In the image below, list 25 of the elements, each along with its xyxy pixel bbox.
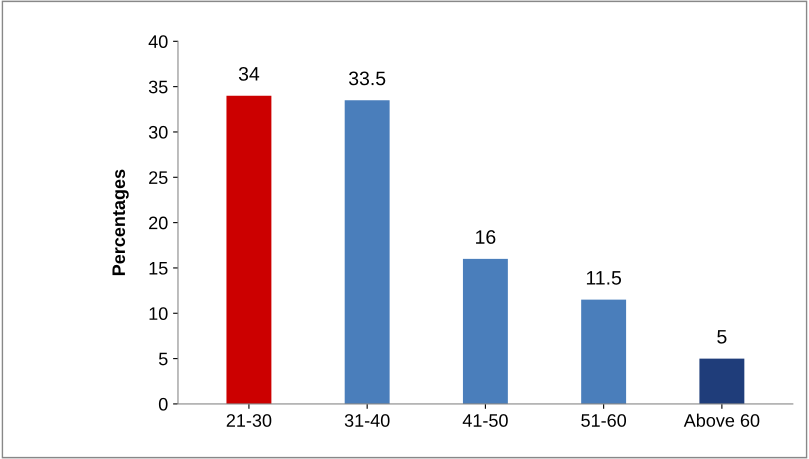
- bar: [462, 258, 508, 404]
- y-tick-label: 20: [149, 216, 168, 230]
- data-label: 5: [717, 330, 726, 344]
- bar: [581, 300, 626, 404]
- data-label: 33.5: [348, 72, 386, 86]
- y-tick-label: 30: [148, 126, 168, 139]
- x-tick-label: 21-30: [226, 414, 272, 427]
- y-tick-label: 15: [150, 262, 168, 275]
- bar: [344, 100, 390, 404]
- x-tick-label: 51-60: [581, 414, 626, 427]
- y-tick-label: 35: [148, 80, 168, 94]
- y-tick-label: 25: [149, 171, 168, 184]
- x-tick-label: Above 60: [684, 414, 760, 427]
- x-tick-label: 31-40: [344, 414, 390, 427]
- data-label: 11.5: [586, 271, 622, 285]
- y-tick-label: 10: [150, 307, 168, 320]
- data-label: 34: [238, 66, 260, 81]
- y-tick-label: 40: [148, 35, 168, 48]
- bar: [226, 96, 272, 404]
- bar: [699, 358, 744, 404]
- x-tick-label: 41-50: [462, 414, 508, 427]
- y-tick-label: 0: [158, 398, 168, 411]
- y-tick-label: 5: [158, 352, 168, 366]
- y-axis-title: Percentages: [112, 170, 129, 276]
- data-label: 16: [476, 230, 496, 244]
